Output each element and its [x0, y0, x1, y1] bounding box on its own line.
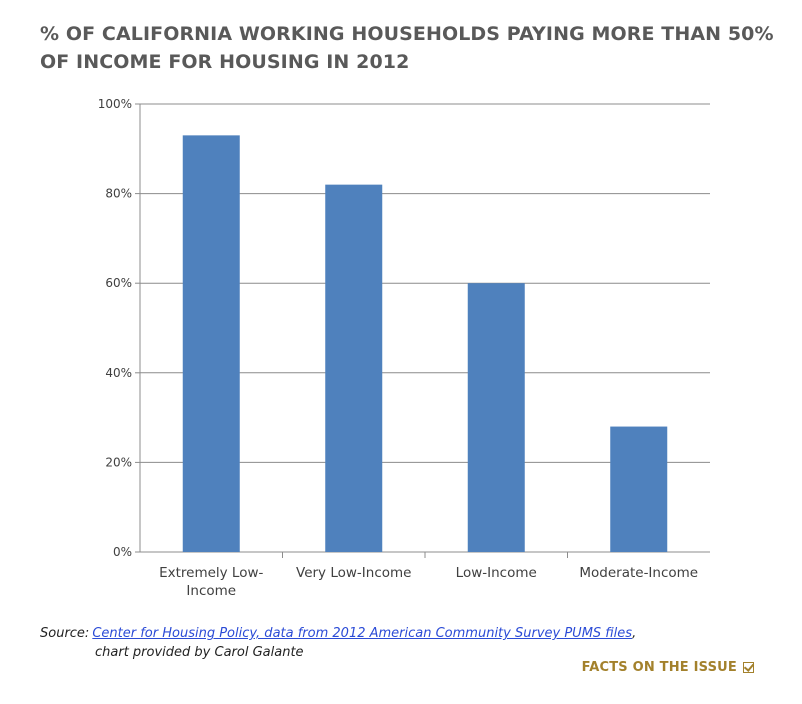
facts-label: FACTS ON THE ISSUE	[581, 660, 737, 675]
y-tick-label: 80%	[105, 187, 132, 201]
facts-on-the-issue[interactable]: FACTS ON THE ISSUE	[582, 660, 754, 675]
x-category-label: Extremely Low-Income	[159, 565, 263, 599]
checkbox-check-icon	[743, 662, 754, 673]
bar	[182, 135, 240, 553]
bar	[610, 426, 668, 552]
y-tick-label: 100%	[98, 97, 132, 111]
y-tick-label: 60%	[105, 276, 132, 290]
source-trailing: ,	[632, 626, 637, 641]
bar	[325, 184, 383, 552]
source-label: Source:	[40, 626, 90, 641]
bar	[467, 283, 525, 552]
source-note: Source: Center for Housing Policy, data f…	[40, 624, 760, 662]
y-tick-label: 40%	[105, 366, 132, 380]
y-tick-label: 0%	[113, 545, 132, 559]
source-link[interactable]: Center for Housing Policy, data from 201…	[92, 626, 633, 641]
x-category-label: Low-Income	[456, 565, 537, 581]
y-tick-label: 20%	[105, 455, 132, 469]
chart-title: % OF CALIFORNIA WORKING HOUSEHOLDS PAYIN…	[40, 23, 774, 73]
x-category-label: Moderate-Income	[579, 565, 698, 581]
source-credit: chart provided by Carol Galante	[95, 645, 304, 660]
x-category-label: Very Low-Income	[296, 565, 411, 581]
